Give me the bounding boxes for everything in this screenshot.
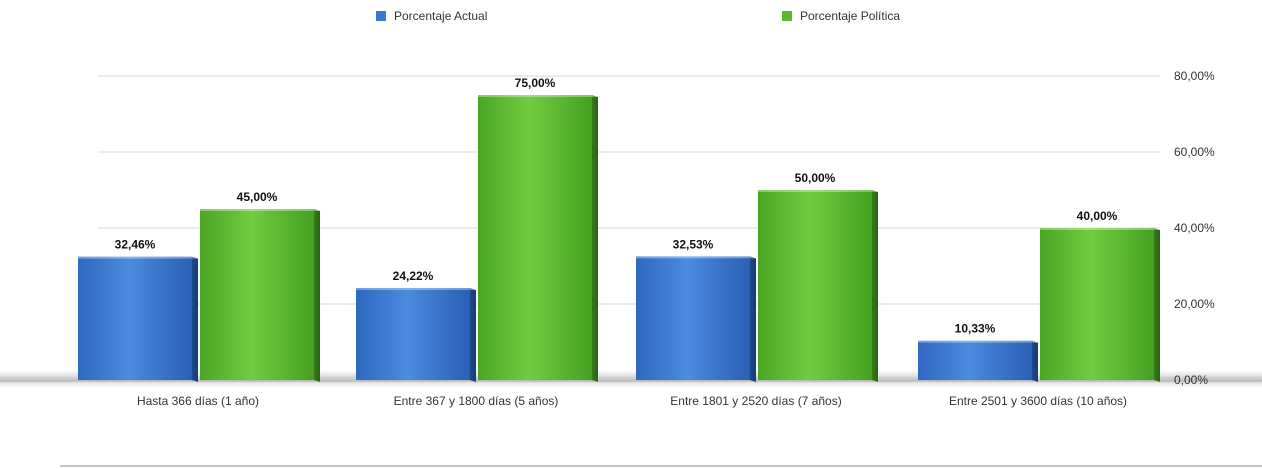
bar-politica-2 (758, 190, 878, 382)
bar-side (872, 190, 878, 382)
bar-face (356, 287, 470, 380)
category-labels: Hasta 366 días (1 año) Entre 367 y 1800 d… (137, 394, 1127, 408)
bar-top-highlight (758, 190, 878, 192)
y-tick-label: 60,00% (1174, 145, 1215, 159)
bar-top-highlight (200, 209, 320, 211)
bar-side (750, 256, 756, 382)
legend-item-politica: Porcentaje Política (782, 9, 900, 23)
value-label: 50,00% (795, 171, 836, 185)
value-label: 32,46% (115, 238, 156, 252)
value-label: 32,53% (673, 237, 714, 251)
category-label: Entre 1801 y 2520 días (7 años) (670, 394, 841, 408)
bar-side (1154, 228, 1160, 382)
bar-face (200, 209, 314, 380)
bar-top-highlight (78, 256, 198, 259)
category-label: Entre 2501 y 3600 días (10 años) (949, 394, 1127, 408)
value-label: 40,00% (1077, 209, 1118, 223)
value-labels: 32,46% 45,00% 24,22% 75,00% 32,53% 50,00% 10,3… (115, 76, 1118, 336)
value-label: 10,33% (955, 322, 996, 336)
bar-politica-1 (478, 95, 598, 382)
bar-top-highlight (918, 340, 1038, 343)
value-label: 75,00% (515, 76, 556, 90)
bar-top-highlight (636, 256, 756, 259)
category-label: Hasta 366 días (1 año) (137, 394, 259, 408)
bar-politica-0 (200, 209, 320, 382)
value-label: 45,00% (237, 190, 278, 204)
bar-side (1032, 340, 1038, 382)
bar-side (592, 95, 598, 382)
bar-actual-2 (636, 256, 756, 382)
legend-item-actual: Porcentaje Actual (376, 9, 487, 23)
y-tick-label: 40,00% (1174, 221, 1215, 235)
bar-face (636, 256, 750, 380)
bar-actual-1 (356, 287, 476, 382)
y-tick-label: 80,00% (1174, 69, 1215, 83)
legend-swatch-politica (782, 11, 792, 21)
bar-top-highlight (478, 95, 598, 97)
value-label: 24,22% (393, 269, 434, 283)
bar-face (758, 190, 872, 380)
bar-top-highlight (356, 287, 476, 290)
bar-face (478, 95, 592, 380)
legend: Porcentaje Actual Porcentaje Política (376, 9, 900, 23)
bar-side (314, 209, 320, 382)
category-label: Entre 367 y 1800 días (5 años) (394, 394, 559, 408)
bar-face (918, 340, 1032, 380)
y-tick-label: 0,00% (1174, 373, 1208, 387)
bar-top-highlight (1040, 228, 1160, 230)
legend-label-politica: Porcentaje Política (800, 9, 900, 23)
bar-actual-0 (78, 256, 198, 382)
y-tick-label: 20,00% (1174, 297, 1215, 311)
legend-label-actual: Porcentaje Actual (394, 9, 487, 23)
bar-side (470, 287, 476, 382)
legend-swatch-actual (376, 11, 386, 21)
bars (78, 95, 1160, 382)
y-axis-ticks: 0,00% 20,00% 40,00% 60,00% 80,00% (1174, 69, 1215, 387)
bar-face (78, 256, 192, 380)
bar-face (1040, 228, 1154, 380)
bar-side (192, 256, 198, 382)
bar-actual-3 (918, 340, 1038, 382)
bar-politica-3 (1040, 228, 1160, 382)
